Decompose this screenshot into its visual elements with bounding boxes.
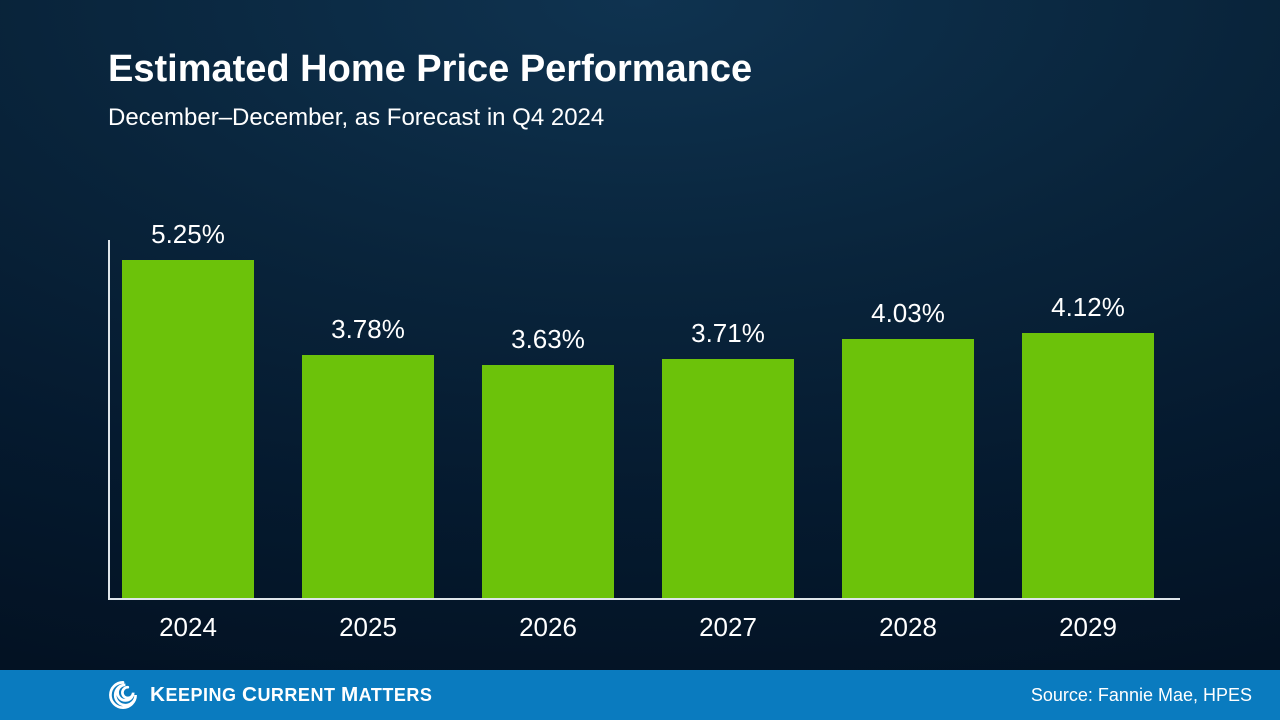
bar: 3.78% xyxy=(302,355,434,598)
category-label: 2026 xyxy=(482,612,614,643)
bar-value-label: 3.78% xyxy=(302,314,434,345)
bar-chart: 5.25%20243.78%20253.63%20263.71%20274.03… xyxy=(108,240,1180,600)
bar-value-label: 5.25% xyxy=(122,219,254,250)
bar-rect xyxy=(122,260,254,598)
bar-rect xyxy=(302,355,434,598)
bar: 3.71% xyxy=(662,359,794,598)
source-attribution: Source: Fannie Mae, HPES xyxy=(1031,685,1252,706)
category-label: 2029 xyxy=(1022,612,1154,643)
bars-container: 5.25%20243.78%20253.63%20263.71%20274.03… xyxy=(108,240,1180,600)
bar-value-label: 3.71% xyxy=(662,318,794,349)
bar-rect xyxy=(662,359,794,598)
category-label: 2028 xyxy=(842,612,974,643)
category-label: 2027 xyxy=(662,612,794,643)
brand: KEEPING CURRENT MATTERS xyxy=(108,680,432,710)
brand-text: KEEPING CURRENT MATTERS xyxy=(150,683,432,707)
category-label: 2025 xyxy=(302,612,434,643)
brand-spiral-icon xyxy=(108,680,138,710)
bar-value-label: 3.63% xyxy=(482,324,614,355)
chart-subtitle: December–December, as Forecast in Q4 202… xyxy=(108,104,604,132)
bar-value-label: 4.03% xyxy=(842,298,974,329)
chart-title: Estimated Home Price Performance xyxy=(108,48,752,91)
bar: 4.03% xyxy=(842,339,974,598)
footer-bar: KEEPING CURRENT MATTERS Source: Fannie M… xyxy=(0,670,1280,720)
bar: 3.63% xyxy=(482,365,614,598)
bar-value-label: 4.12% xyxy=(1022,292,1154,323)
bar: 4.12% xyxy=(1022,333,1154,598)
bar-rect xyxy=(1022,333,1154,598)
category-label: 2024 xyxy=(122,612,254,643)
bar: 5.25% xyxy=(122,260,254,598)
bar-rect xyxy=(482,365,614,598)
slide-stage: Estimated Home Price Performance Decembe… xyxy=(0,0,1280,720)
bar-rect xyxy=(842,339,974,598)
